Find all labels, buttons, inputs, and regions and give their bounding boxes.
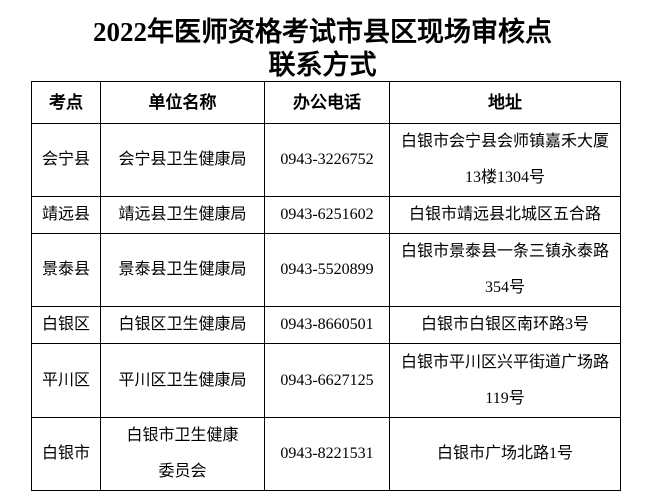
unit-name-cell: 靖远县卫生健康局 [100,196,265,234]
header-exam-site: 考点 [31,81,101,124]
phone-cell: 0943-3226752 [264,123,390,197]
unit-name-cell: 会宁县卫生健康局 [100,123,265,197]
table-header-row: 考点 单位名称 办公电话 地址 [31,81,621,124]
address-cell: 白银市会宁县会师镇嘉禾大厦13楼1304号 [389,123,621,197]
header-office-phone: 办公电话 [264,81,390,124]
contact-table: 考点 单位名称 办公电话 地址 会宁县 会宁县卫生健康局 0943-322675… [31,81,621,491]
exam-site-cell: 白银区 [31,306,101,344]
address-cell: 白银市广场北路1号 [389,417,621,491]
unit-name-cell: 景泰县卫生健康局 [100,233,265,307]
exam-site-cell: 靖远县 [31,196,101,234]
exam-site-cell: 景泰县 [31,233,101,307]
header-unit-name: 单位名称 [100,81,265,124]
address-cell: 白银市平川区兴平街道广场路119号 [389,343,621,418]
phone-cell: 0943-6251602 [264,196,390,234]
unit-name-cell: 白银市卫生健康委员会 [100,417,265,491]
phone-cell: 0943-8660501 [264,306,390,344]
table-row: 景泰县 景泰县卫生健康局 0943-5520899 白银市景泰县一条三镇永泰路3… [31,233,621,307]
phone-cell: 0943-5520899 [264,233,390,307]
unit-name-cell: 白银区卫生健康局 [100,306,265,344]
exam-site-cell: 会宁县 [31,123,101,197]
header-address: 地址 [389,81,621,124]
table-row: 靖远县 靖远县卫生健康局 0943-6251602 白银市靖远县北城区五合路 [31,196,621,234]
unit-name-cell: 平川区卫生健康局 [100,343,265,418]
document-title: 2022年医师资格考试市县区现场审核点 [93,17,552,47]
phone-cell: 0943-6627125 [264,343,390,418]
table-row: 会宁县 会宁县卫生健康局 0943-3226752 白银市会宁县会师镇嘉禾大厦1… [31,123,621,197]
phone-cell: 0943-8221531 [264,417,390,491]
address-cell: 白银市景泰县一条三镇永泰路354号 [389,233,621,307]
address-cell: 白银市靖远县北城区五合路 [389,196,621,234]
address-cell: 白银市白银区南环路3号 [389,306,621,344]
table-row: 白银市 白银市卫生健康委员会 0943-8221531 白银市广场北路1号 [31,417,621,491]
document-subtitle: 联系方式 [268,50,377,80]
exam-site-cell: 平川区 [31,343,101,418]
exam-site-cell: 白银市 [31,417,101,491]
table-row: 平川区 平川区卫生健康局 0943-6627125 白银市平川区兴平街道广场路1… [31,343,621,418]
table-row: 白银区 白银区卫生健康局 0943-8660501 白银市白银区南环路3号 [31,306,621,344]
